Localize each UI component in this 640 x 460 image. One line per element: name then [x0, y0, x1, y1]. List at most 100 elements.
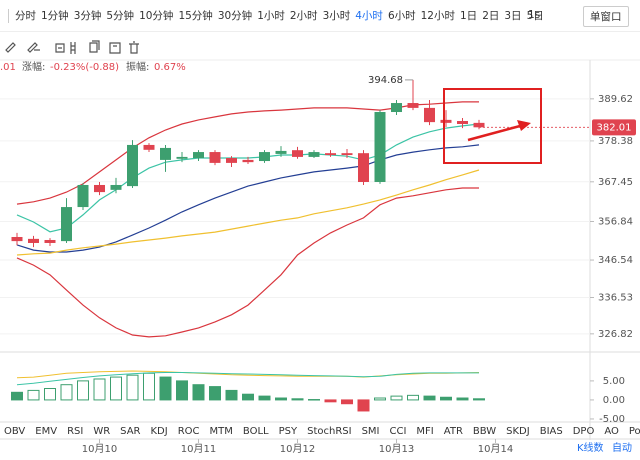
interval-button[interactable]: 3日: [504, 10, 522, 22]
indicator-tab[interactable]: StochRSI: [307, 426, 351, 437]
indicator-tab[interactable]: SMI: [362, 426, 380, 437]
measure-icon[interactable]: [55, 43, 65, 53]
lock-icon[interactable]: [70, 42, 76, 54]
x-tick-label: 10月14: [478, 443, 513, 455]
candle-body: [127, 144, 138, 187]
macd-line: [16, 372, 479, 386]
speed-button[interactable]: 1s: [528, 9, 541, 21]
y-tick-label: 336.53: [598, 293, 633, 304]
indicator-tab[interactable]: AO: [604, 426, 619, 437]
interval-button[interactable]: 3小时: [322, 10, 351, 22]
layer-icon[interactable]: [109, 42, 121, 54]
macd-bar: [110, 376, 122, 401]
macd-bar: [27, 389, 40, 401]
indicator-tab[interactable]: CCI: [390, 426, 407, 437]
candle-body: [193, 152, 204, 159]
indicator-line: [16, 187, 479, 338]
interval-button[interactable]: 6小时: [387, 10, 416, 22]
indicator-tab[interactable]: SAR: [120, 426, 140, 437]
macd-bar: [159, 376, 172, 401]
indicator-tab[interactable]: PSY: [279, 426, 298, 437]
indicator-tab[interactable]: EMV: [35, 426, 57, 437]
arrow-head: [517, 120, 531, 131]
macd-bar: [60, 384, 73, 401]
indicator-tab[interactable]: DPO: [573, 426, 595, 437]
interval-button[interactable]: 4小时: [355, 10, 383, 22]
interval-button[interactable]: 分时: [15, 10, 36, 22]
y-tick-label: 5.00: [603, 376, 625, 387]
interval-button[interactable]: 12小时: [420, 10, 455, 22]
y-tick-label: 0.00: [603, 395, 625, 406]
candle-body: [176, 156, 188, 159]
candle-body: [110, 184, 122, 190]
candle-body: [28, 238, 39, 243]
indicator-tab[interactable]: ROC: [178, 426, 200, 437]
indicator-tab[interactable]: BIAS: [540, 426, 563, 437]
indicator-tab[interactable]: Position: [629, 426, 640, 437]
indicator-tab[interactable]: OBV: [4, 426, 25, 437]
indicator-tab[interactable]: BOLL: [243, 426, 269, 437]
indicator-line: [16, 144, 480, 253]
info-value: 0.67%: [154, 62, 186, 73]
indicator-tab[interactable]: RSI: [67, 426, 83, 437]
toolbar: 分时 1分钟 3分钟 5分钟 10分钟 15分钟 30分钟 1小时 2小时 3小时 4小时 6小时 12…: [0, 0, 640, 32]
indicator-tab[interactable]: ATR: [444, 426, 463, 437]
candle-body: [308, 152, 320, 157]
indicator-line: [16, 123, 480, 233]
y-tick-label: 367.45: [598, 177, 633, 188]
candle-body: [440, 119, 452, 123]
interval-button[interactable]: 2小时: [289, 10, 318, 22]
candle-body: [94, 184, 105, 193]
y-tick-label: -5.00: [599, 414, 625, 425]
indicator-tab[interactable]: BBW: [473, 426, 496, 437]
interval-button[interactable]: 5分钟: [106, 10, 135, 22]
interval-button[interactable]: 1小时: [257, 10, 285, 22]
separator: [8, 8, 9, 23]
macd-bar: [423, 395, 436, 401]
interval-button[interactable]: 5日: [526, 10, 544, 22]
indicator-tab[interactable]: SKDJ: [506, 426, 530, 437]
x-tick-label: 10月10: [82, 443, 117, 455]
high-label: 394.68: [368, 75, 403, 86]
candle-body: [325, 153, 336, 156]
indicator-tab[interactable]: WR: [93, 426, 110, 437]
interval-button[interactable]: 3分钟: [73, 10, 102, 22]
pen-icon[interactable]: [27, 42, 40, 53]
candle-body: [61, 207, 72, 242]
window-button[interactable]: 单窗口: [583, 6, 629, 27]
candle-body: [473, 122, 485, 128]
candle-body: [242, 159, 254, 163]
pencil-icon[interactable]: [5, 42, 16, 53]
info-value: -0.23%(-0.88): [50, 62, 119, 73]
indicator-tab[interactable]: MTM: [210, 426, 233, 437]
delete-icon[interactable]: [129, 41, 139, 54]
highlight-box: [443, 88, 542, 164]
candle-body: [407, 103, 419, 108]
interval-button[interactable]: 2日: [482, 10, 500, 22]
last-price-label: 382.01: [597, 122, 632, 133]
macd-bar: [44, 388, 56, 401]
interval-button[interactable]: 10分钟: [139, 10, 174, 22]
candle-body: [226, 158, 237, 163]
macd-bar: [473, 398, 485, 401]
macd-bar: [440, 396, 452, 401]
candle-body: [259, 152, 270, 162]
macd-bar: [308, 399, 320, 401]
candle-body: [374, 112, 386, 182]
tool-icons[interactable]: [5, 40, 139, 54]
interval-button[interactable]: 1日: [460, 10, 478, 22]
interval-button[interactable]: 1分钟: [41, 10, 69, 22]
interval-button[interactable]: 30分钟: [217, 10, 253, 22]
kline-count[interactable]: K线数: [577, 441, 604, 454]
copy-icon[interactable]: [89, 40, 100, 53]
interval-button[interactable]: 15分钟: [178, 10, 213, 22]
auto-toggle[interactable]: 自动: [612, 441, 632, 454]
indicator-tab[interactable]: KDJ: [150, 426, 167, 437]
macd-bar: [143, 372, 155, 401]
x-tick-label: 10月13: [379, 443, 414, 455]
macd-bar: [242, 393, 254, 401]
y-tick-label: 326.82: [598, 329, 633, 340]
indicator-tab[interactable]: MFI: [416, 426, 433, 437]
